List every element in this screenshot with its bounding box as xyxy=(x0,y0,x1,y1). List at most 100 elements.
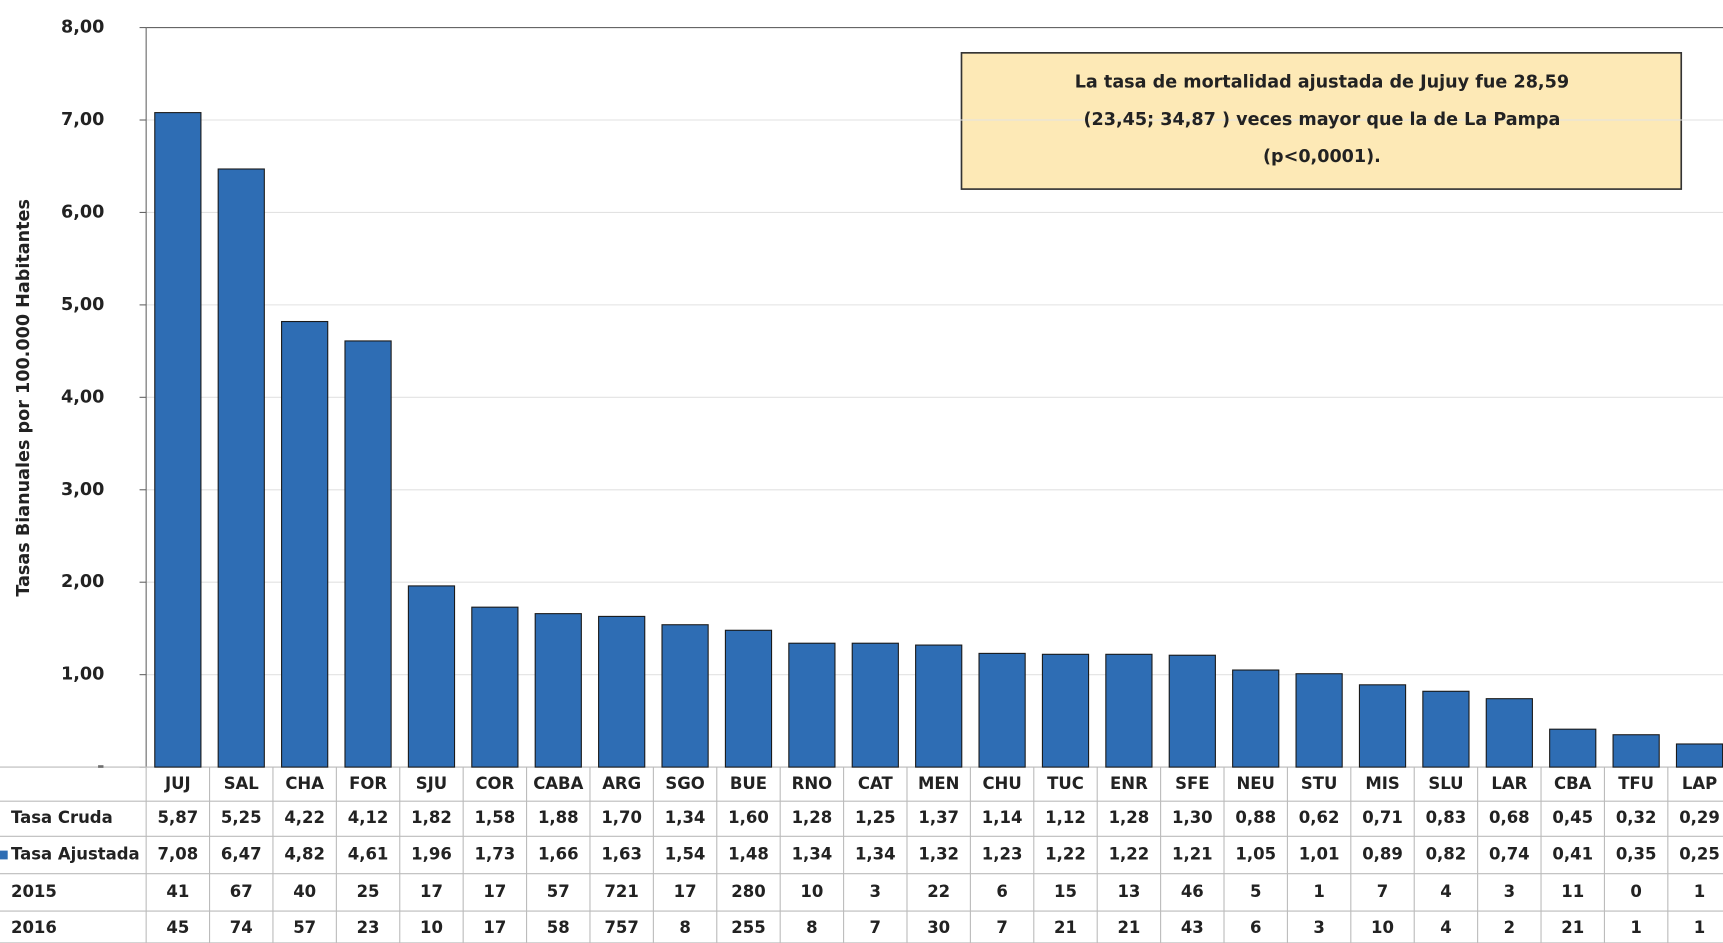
row-label: 2016 xyxy=(11,918,57,937)
x-tick-label: COR xyxy=(475,774,514,793)
bar xyxy=(1232,669,1280,768)
table-cell: 1,58 xyxy=(475,808,516,827)
x-tick-label: CAT xyxy=(858,774,894,793)
table-cell: 17 xyxy=(420,882,443,901)
table-cell: 17 xyxy=(483,882,506,901)
table-cell: 1,30 xyxy=(1172,808,1213,827)
table-cell: 0,71 xyxy=(1362,808,1403,827)
table-cell: 7 xyxy=(870,918,881,937)
table-cell: 3 xyxy=(870,882,881,901)
x-tick-label: LAR xyxy=(1491,774,1527,793)
x-tick-label: ARG xyxy=(602,774,641,793)
table-cell: 13 xyxy=(1117,882,1140,901)
table-cell: 1,21 xyxy=(1172,844,1213,863)
table-cell: 41 xyxy=(166,882,189,901)
x-tick-label: SAL xyxy=(224,774,260,793)
table-cell: 5 xyxy=(1250,882,1261,901)
table-cell: 21 xyxy=(1117,918,1140,937)
bar xyxy=(1675,743,1723,768)
table-cell: 15 xyxy=(1054,882,1077,901)
bar xyxy=(915,644,963,768)
table-cell: 1,34 xyxy=(792,844,833,863)
x-tick-label: MIS xyxy=(1365,774,1399,793)
x-tick-label: SJU xyxy=(416,774,447,793)
x-tick-label: BUE xyxy=(730,774,767,793)
table-cell: 1,25 xyxy=(855,808,896,827)
table-cell: 4,61 xyxy=(348,844,389,863)
bar xyxy=(724,629,773,768)
legend-label: Tasa Ajustada xyxy=(11,844,140,863)
bar xyxy=(1549,728,1597,768)
table-cell: 1,37 xyxy=(918,808,959,827)
table-cell: 6 xyxy=(996,882,1007,901)
table-cell: 1,66 xyxy=(538,844,579,863)
table-cell: 5,87 xyxy=(158,808,199,827)
annotation-box xyxy=(960,52,1683,190)
y-tick-label: 1,00 xyxy=(61,665,104,685)
bar xyxy=(1358,684,1407,768)
bar xyxy=(407,585,456,768)
table-cell: 1,32 xyxy=(918,844,959,863)
table-cell: 1 xyxy=(1630,918,1641,937)
table-cell: 8 xyxy=(806,918,817,937)
bar xyxy=(281,320,329,768)
table-cell: 7 xyxy=(1377,882,1388,901)
y-tick-label: 2,00 xyxy=(61,572,104,592)
table-cell: 1,73 xyxy=(475,844,516,863)
table-cell: 0,68 xyxy=(1489,808,1530,827)
x-tick-label: STU xyxy=(1301,774,1337,793)
legend-key xyxy=(0,850,8,860)
x-tick-label: MEN xyxy=(918,774,959,793)
x-tick-label: LAP xyxy=(1682,774,1717,793)
table-cell: 6 xyxy=(1250,918,1261,937)
table-cell: 4,82 xyxy=(284,844,325,863)
table-cell: 25 xyxy=(357,882,380,901)
table-cell: 10 xyxy=(800,882,823,901)
table-cell: 1,70 xyxy=(601,808,642,827)
table-cell: 30 xyxy=(927,918,950,937)
x-tick-label: NEU xyxy=(1237,774,1275,793)
table-cell: 1,14 xyxy=(982,808,1023,827)
table-cell: 0,35 xyxy=(1616,844,1657,863)
bar xyxy=(344,340,392,768)
x-tick-label: RNO xyxy=(792,774,832,793)
x-tick-label: CHU xyxy=(982,774,1021,793)
table-cell: 1,12 xyxy=(1045,808,1086,827)
row-label: Tasa Cruda xyxy=(11,808,113,827)
table-cell: 0 xyxy=(1630,882,1641,901)
table-cell: 7,08 xyxy=(158,844,199,863)
table-cell: 10 xyxy=(420,918,443,937)
table-cell: 255 xyxy=(731,918,765,937)
table-cell: 10 xyxy=(1371,918,1394,937)
bar xyxy=(154,112,202,768)
table-cell: 1,34 xyxy=(855,844,896,863)
table-cell: 1,54 xyxy=(665,844,706,863)
table-cell: 57 xyxy=(293,918,316,937)
table-cell: 40 xyxy=(293,882,316,901)
table-cell: 45 xyxy=(166,918,189,937)
x-tick-label: SLU xyxy=(1428,774,1463,793)
table-cell: 1 xyxy=(1694,882,1705,901)
bar xyxy=(788,642,836,768)
table-cell: 3 xyxy=(1313,918,1324,937)
table-cell: 0,82 xyxy=(1426,844,1467,863)
x-tick-label: CHA xyxy=(285,774,324,793)
table-cell: 1,28 xyxy=(792,808,833,827)
table-cell: 23 xyxy=(357,918,380,937)
bar xyxy=(661,624,709,768)
y-tick-label: 7,00 xyxy=(61,110,104,130)
table-cell: 757 xyxy=(604,918,638,937)
table-cell: 1,23 xyxy=(982,844,1023,863)
table-cell: 1,01 xyxy=(1299,844,1340,863)
annotation-text: (p<0,0001). xyxy=(1263,147,1381,167)
table-cell: 2 xyxy=(1504,918,1515,937)
table-cell: 1,34 xyxy=(665,808,706,827)
table-cell: 1,48 xyxy=(728,844,769,863)
bar xyxy=(851,642,899,768)
table-cell: 67 xyxy=(230,882,253,901)
annotation-text: La tasa de mortalidad ajustada de Jujuy … xyxy=(1075,73,1569,93)
table-cell: 0,74 xyxy=(1489,844,1530,863)
table-cell: 0,29 xyxy=(1679,808,1720,827)
table-cell: 721 xyxy=(604,882,638,901)
table-cell: 17 xyxy=(674,882,697,901)
